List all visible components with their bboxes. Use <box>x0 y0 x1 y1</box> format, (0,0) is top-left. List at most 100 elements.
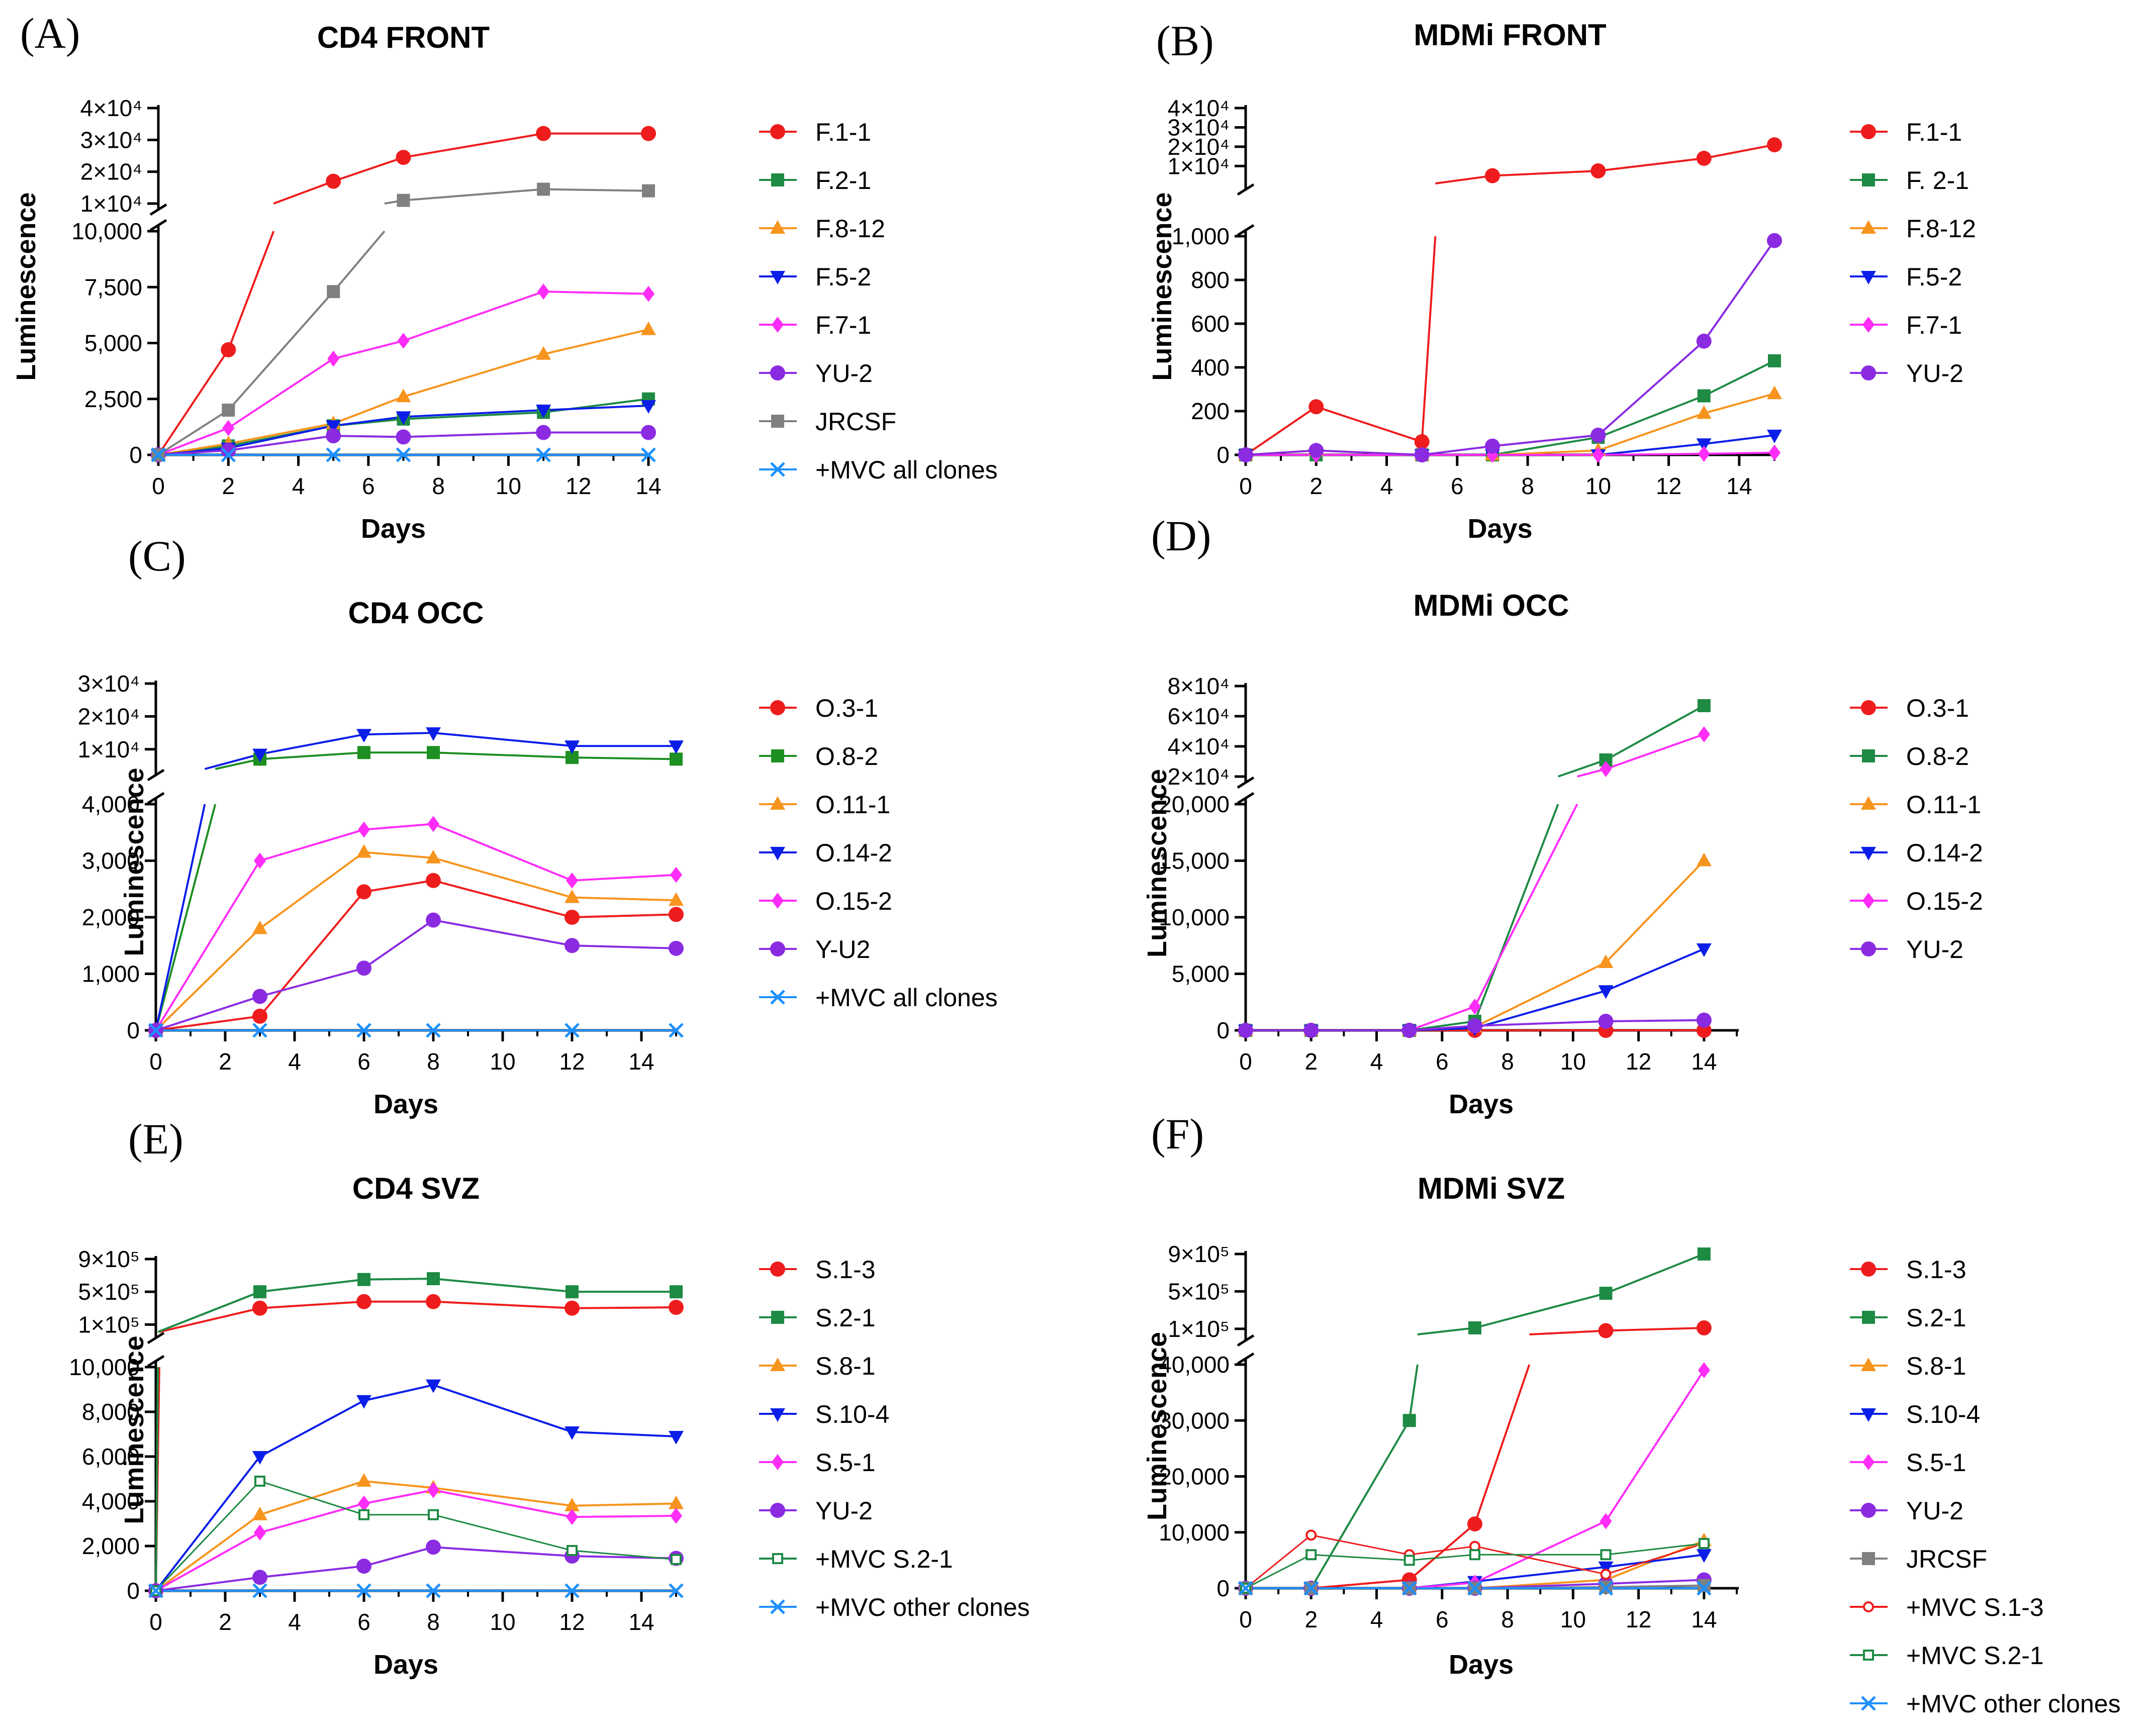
data-point-mvc-other-clones <box>1238 1581 1253 1596</box>
y-tick-label: 1×10⁴ <box>80 190 142 217</box>
series-line-f-7-1 <box>228 357 334 429</box>
x-axis-label: Days <box>1449 1089 1514 1119</box>
series-lines <box>1245 1253 1705 1589</box>
x-tick-label: 0 <box>149 1048 162 1075</box>
panel-letter: (F) <box>1151 1110 1204 1158</box>
series-line-o-3-1 <box>259 891 365 1017</box>
data-point-f-5-2 <box>641 400 656 414</box>
x-tick-label: 8 <box>427 1609 440 1635</box>
data-point-y-u2 <box>565 938 580 953</box>
legend-label: +MVC all clones <box>815 984 998 1012</box>
legend-item: O.11-1 <box>1850 791 1981 819</box>
legend-label: YU-2 <box>1906 1497 1963 1525</box>
y-tick-label: 0 <box>1216 1575 1230 1601</box>
panel-letter: (A) <box>20 9 80 57</box>
data-point-o-3-1 <box>426 873 441 888</box>
series-line-s-1-3 <box>259 1300 364 1309</box>
legend-label: S.2-1 <box>815 1304 876 1332</box>
legend-marker <box>1861 1503 1876 1518</box>
series-line-yu-2 <box>1598 340 1705 436</box>
x-axis-label: Days <box>1449 1650 1514 1680</box>
legend-marker <box>1861 365 1876 380</box>
y-tick-label: 6×10⁴ <box>1168 703 1230 729</box>
legend-item: YU-2 <box>1850 935 1963 963</box>
series-line-s-2-1 <box>1605 1253 1705 1294</box>
data-point-jrcsf <box>222 404 235 417</box>
series-line-mvc-s-1-3 <box>1474 1546 1606 1575</box>
data-point-s-5-1 <box>566 1509 578 1525</box>
legend-marker <box>1861 124 1876 139</box>
data-point-yu-2 <box>641 425 656 440</box>
panel-letter: (B) <box>1156 17 1214 65</box>
series-line-o-8-2 <box>1557 759 1607 778</box>
series-line-o-11-1 <box>1605 860 1705 963</box>
data-point-s-1-3 <box>252 1300 267 1316</box>
legend-marker <box>1861 1358 1876 1371</box>
legend-label: S.2-1 <box>1906 1304 1966 1332</box>
series-line-s-5-1 <box>155 1531 260 1592</box>
series-line-s-10-4 <box>433 1384 573 1433</box>
x-tick-label: 4 <box>288 1048 301 1075</box>
series-line-yu-2 <box>433 1546 573 1558</box>
legend-label: O.8-2 <box>815 742 878 770</box>
x-tick-label: 2 <box>1304 1606 1318 1632</box>
legend-item: YU-2 <box>1850 359 1963 388</box>
series-line-yu-2 <box>1245 449 1317 456</box>
series-lines <box>155 732 677 1031</box>
legend-item: +MVC other clones <box>759 1593 1030 1621</box>
data-point-s-10-4 <box>565 1426 580 1440</box>
data-point-o-14-2 <box>1598 985 1614 999</box>
legend-marker <box>770 1408 785 1422</box>
series-line-s-2-1 <box>1310 1420 1411 1589</box>
legend-item: F.7-1 <box>1850 311 1962 339</box>
series-line-y-u2 <box>363 919 434 969</box>
y-axis-label: Luminescence <box>1142 1332 1172 1520</box>
y-tick-label: 10,000 <box>1159 1519 1230 1546</box>
legend-item: S.10-4 <box>759 1400 889 1428</box>
legend-item: +MVC S.2-1 <box>1850 1642 2044 1670</box>
data-point-o-8-2 <box>670 752 683 766</box>
series-line-s-2-1 <box>1408 1364 1419 1421</box>
legend-marker <box>1861 271 1876 284</box>
x-tick-label: 12 <box>1656 473 1681 499</box>
x-tick-label: 4 <box>288 1609 301 1635</box>
x-axis-label: Days <box>373 1089 438 1119</box>
data-point-mvc-other-clones <box>356 1583 371 1598</box>
data-point-s-10-4 <box>669 1430 684 1444</box>
series-line-jrcsf <box>157 409 229 456</box>
data-point-mvc-s-2-1 <box>671 1554 682 1565</box>
series-line-o-8-2 <box>155 804 217 1031</box>
legend-item: +MVC other clones <box>1850 1690 2121 1718</box>
data-point-s-10-4 <box>1598 1561 1614 1575</box>
x-tick-label: 12 <box>1626 1606 1651 1632</box>
legend-label: F.8-12 <box>1906 215 1976 243</box>
series-line-jrcsf <box>332 230 386 293</box>
series-line-o-3-1 <box>433 879 573 918</box>
data-point-f-2-1 <box>1768 354 1781 367</box>
series-line-yu-2 <box>1316 449 1422 456</box>
series-line-o-15-2 <box>259 828 364 862</box>
series-line-s-10-4 <box>259 1399 364 1458</box>
x-axis-label: Days <box>361 514 426 544</box>
y-axis-label: Luminescence <box>1142 769 1172 957</box>
series-lines <box>1246 705 1705 1031</box>
series-markers <box>151 126 656 463</box>
x-tick-label: 4 <box>292 473 305 499</box>
legend-item: F.5-2 <box>1850 263 1962 291</box>
series-line-mvc-s-2-1 <box>1245 1554 1311 1589</box>
series-markers <box>148 1272 684 1599</box>
data-point-o-15-2 <box>427 816 439 832</box>
data-point-mvc-s-1-3 <box>1305 1529 1317 1541</box>
series-line-s-2-1 <box>1474 1292 1606 1329</box>
legend: O.3-1 O.8-2 O.11-1 O.14-2 O.15-2 YU-2 <box>1850 694 1983 963</box>
series-line-jrcsf <box>1606 1584 1704 1588</box>
series-line-o-15-2 <box>363 823 434 831</box>
data-point-mvc-all-clones <box>151 447 166 462</box>
data-point-s-1-3 <box>1598 1323 1614 1338</box>
x-tick-label: 12 <box>559 1048 585 1075</box>
data-point-yu-2 <box>1767 233 1782 248</box>
series-line-s-5-1 <box>1474 1520 1607 1584</box>
series-line-yu-2 <box>363 1546 434 1567</box>
legend-item: JRCSF <box>1850 1545 1987 1573</box>
y-tick-label: 800 <box>1191 267 1230 293</box>
